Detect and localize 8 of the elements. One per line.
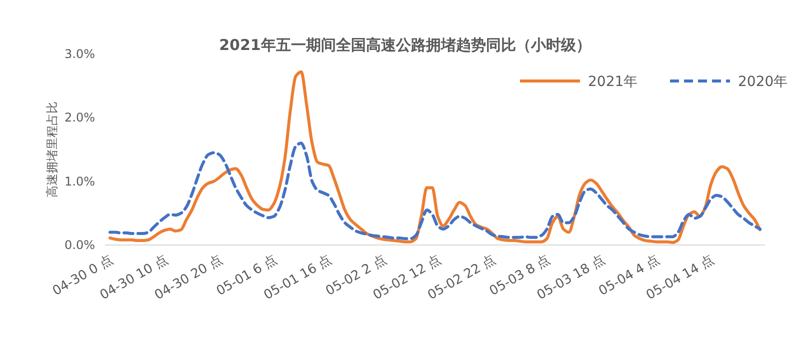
legend-label: 2021年 [588,74,638,90]
y-tick-label: 3.0% [64,47,95,61]
title: 2021年五一期间全国高速公路拥堵趋势同比（小时级） [219,36,591,54]
legend-label: 2020年 [738,74,788,90]
y-tick-label: 1.0% [64,174,95,188]
y-axis-title: 高速拥堵里程占比 [45,102,59,198]
y-tick-label: 0.0% [64,238,95,252]
y-tick-label: 2.0% [64,110,95,125]
